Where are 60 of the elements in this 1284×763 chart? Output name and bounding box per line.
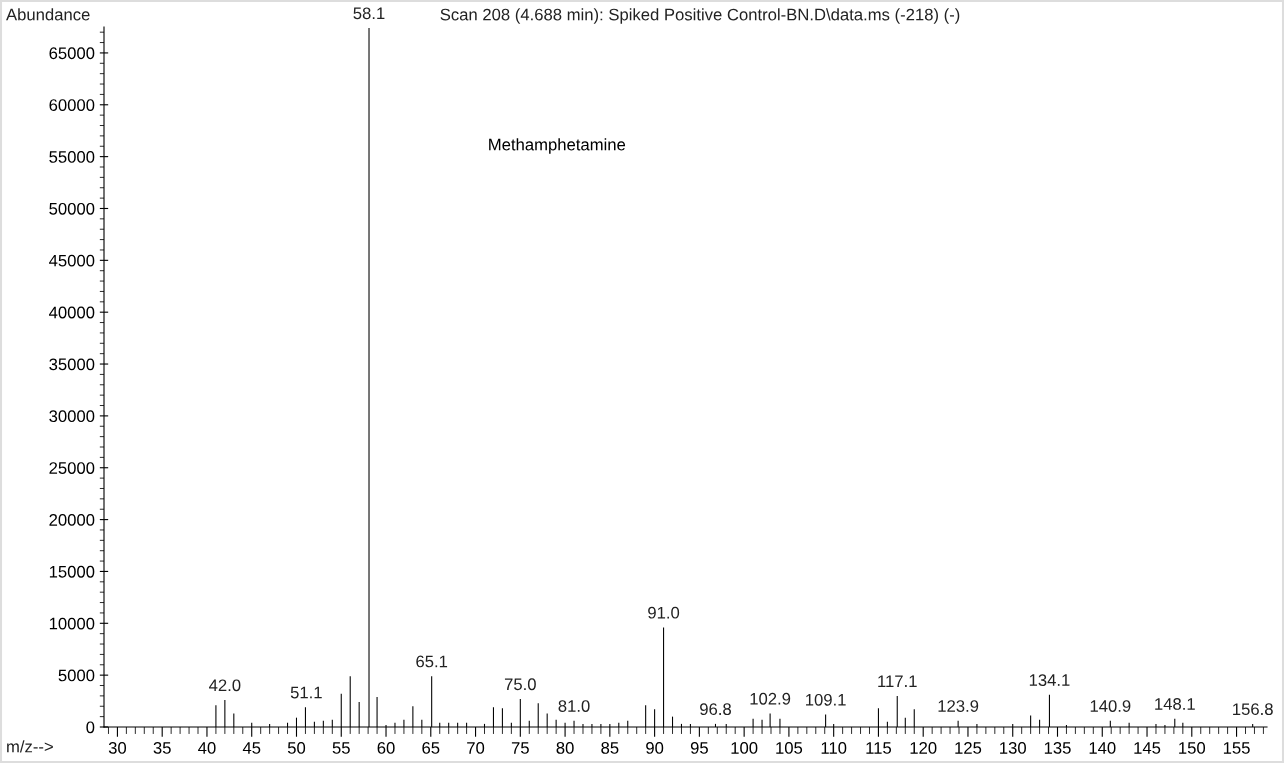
x-axis-title: m/z--> [7,740,53,753]
y-tick-label: 65000 [49,47,95,60]
x-tick-label: 135 [1044,742,1071,754]
x-tick-label: 30 [108,742,127,754]
x-tick-label: 115 [866,742,892,754]
annotation: 102.9 [750,692,791,705]
x-tick-label: 150 [1179,742,1206,754]
x-tick-label: 125 [955,742,982,754]
x-tick-label: 155 [1223,742,1250,754]
x-tick-label: 100 [731,742,758,754]
x-tick-label: 45 [242,742,261,754]
annotation: 134.1 [1029,674,1070,686]
y-axis-title: Abundance [6,8,90,21]
y-tick-label: 55000 [49,151,95,163]
annotation: 96.8 [700,703,731,716]
annotation: 140.9 [1090,700,1131,712]
y-tick-label: 35000 [49,358,95,371]
annotation: 75.0 [504,678,536,691]
y-tick-label: 45000 [49,254,95,267]
x-tick-label: 110 [821,742,847,754]
y-tick-label: 20000 [49,513,95,526]
x-tick-label: 50 [287,742,306,754]
annotation: 123.9 [938,700,979,712]
annotation: 117.1 [878,675,917,687]
annotation: Methamphetamine [489,138,626,154]
y-tick-label: 0 [86,721,95,734]
y-tick-label: 30000 [49,410,95,423]
x-tick-label: 140 [1089,742,1116,754]
annotation: 156.8 [1233,703,1273,716]
x-tick-label: 40 [198,742,216,754]
y-tick-label: 60000 [49,99,95,111]
y-tick-label: 10000 [49,617,95,630]
annotation: 81.0 [558,700,590,712]
annotation: 51.1 [290,686,322,699]
y-tick-label: 25000 [49,462,95,474]
x-tick-label: 90 [646,742,664,754]
annotation: 65.1 [416,655,448,668]
annotation: 91.0 [648,606,680,619]
y-tick-label: 50000 [49,202,95,215]
y-tick-label: 15000 [49,565,95,578]
x-tick-label: 80 [556,742,574,754]
x-tick-label: 70 [467,742,485,754]
x-tick-label: 35 [153,742,171,754]
y-tick-label: 40000 [49,306,95,319]
x-tick-label: 85 [601,742,619,754]
chart-title: Scan 208 (4.688 min): Spiked Positive Control-BN.D\data.ms (-218) (-) [440,8,960,24]
annotation: 42.0 [209,679,241,692]
x-tick-label: 105 [776,742,803,754]
y-tick-label: 5000 [58,669,95,682]
annotation: 58.1 [353,7,385,20]
x-tick-label: 55 [332,742,350,754]
x-tick-label: 120 [910,742,937,754]
x-tick-label: 75 [511,742,529,754]
x-tick-label: 95 [690,742,708,754]
x-tick-label: 130 [1000,742,1026,754]
x-tick-label: 65 [422,742,440,754]
annotation: 109.1 [806,693,846,706]
x-tick-label: 145 [1134,742,1161,754]
annotation: 148.1 [1155,698,1195,710]
x-tick-label: 60 [377,742,395,754]
